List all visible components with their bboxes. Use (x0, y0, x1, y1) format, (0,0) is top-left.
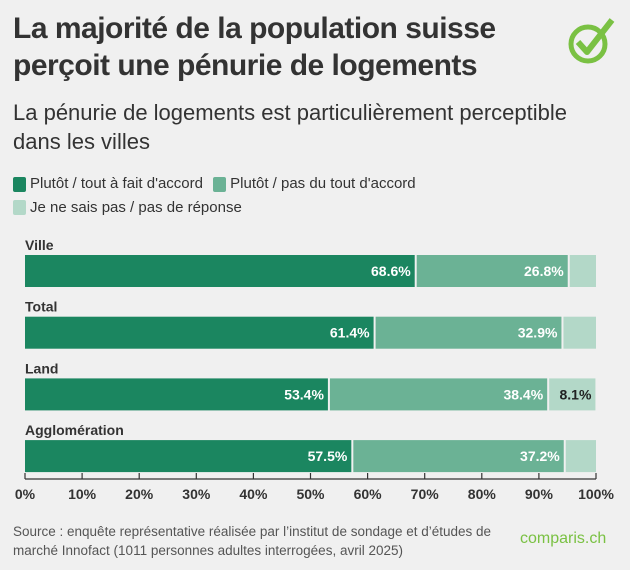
category-label: Land (25, 360, 58, 376)
bar-segment (563, 316, 596, 349)
legend-swatch (13, 176, 26, 192)
category-label: Ville (25, 237, 54, 253)
check-circle-icon (568, 18, 615, 64)
bar-segment (25, 316, 374, 349)
x-tick-label: 60% (354, 486, 383, 502)
x-tick-label: 90% (525, 486, 554, 502)
source-note: Source : enquête représentative réalisée… (13, 524, 492, 558)
x-tick-label: 80% (468, 486, 497, 502)
data-label: 26.8% (524, 263, 564, 279)
category-label: Total (25, 299, 57, 315)
data-label: 38.4% (503, 386, 543, 402)
bar-segment (329, 378, 548, 411)
bar-segment (25, 378, 328, 411)
legend-item-disagree: Plutôt / pas du tout d'accord (213, 174, 416, 194)
legend-label: Je ne sais pas / pas de réponse (30, 198, 242, 216)
x-tick-label: 10% (68, 486, 97, 502)
data-label: 53.4% (284, 386, 324, 402)
data-label: 37.2% (520, 448, 560, 464)
x-tick-label: 40% (239, 486, 268, 502)
x-tick-label: 0% (15, 486, 36, 502)
x-tick-label: 70% (411, 486, 440, 502)
legend-label: Plutôt / pas du tout d'accord (230, 175, 416, 192)
category-label: Agglomération (25, 422, 124, 438)
bar-segment (375, 316, 562, 349)
bar-segment (25, 255, 415, 287)
legend-item-unknown: Je ne sais pas / pas de réponse (13, 198, 242, 218)
x-tick-label: 30% (182, 486, 211, 502)
x-tick-label: 20% (125, 486, 154, 502)
x-tick-label: 100% (578, 486, 614, 502)
legend-label: Plutôt / tout à fait d'accord (30, 175, 203, 192)
legend: Plutôt / tout à fait d'accord Plutôt / p… (13, 174, 613, 221)
chart-title: La majorité de la population suisse perç… (13, 12, 496, 82)
bar-segment (565, 440, 596, 473)
data-label: 57.5% (308, 448, 348, 464)
x-tick-label: 50% (296, 486, 325, 502)
data-label: 68.6% (371, 263, 411, 279)
legend-swatch (13, 200, 26, 215)
bar-segment (416, 255, 568, 287)
bar-chart: Ville 68.6% 26.8% Total 61.4% 32.9% Land 53.4% 3… (15, 237, 615, 502)
data-label: 61.4% (330, 325, 370, 341)
bar-segment (353, 440, 564, 473)
chart-subtitle: La pénurie de logements est particulière… (13, 100, 567, 154)
data-label: 32.9% (518, 325, 558, 341)
brand-logo: comparis.ch (520, 530, 607, 547)
legend-item-agree: Plutôt / tout à fait d'accord (13, 174, 203, 194)
bar-segment (549, 378, 596, 411)
bar-segment (569, 255, 596, 287)
data-label: 8.1% (560, 386, 592, 402)
legend-swatch (213, 176, 227, 192)
bar-segment (25, 440, 352, 473)
